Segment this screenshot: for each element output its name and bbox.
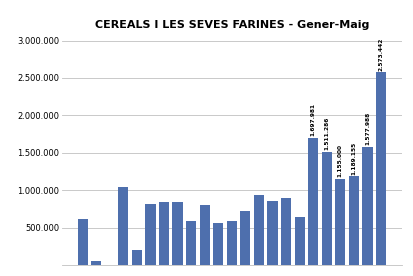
Bar [77,219,88,265]
Text: 1.697.981: 1.697.981 [310,103,315,136]
Bar [226,221,236,265]
Text: 1.511.286: 1.511.286 [323,117,328,150]
Title: CEREALS I LES SEVES FARINES - Gener-Maig: CEREALS I LES SEVES FARINES - Gener-Maig [95,20,368,30]
Text: 1.155.000: 1.155.000 [337,144,342,177]
Bar [307,138,318,265]
Bar [321,152,331,265]
Bar [240,211,250,265]
Text: 1.577.988: 1.577.988 [364,112,369,145]
Bar [131,250,142,265]
Bar [199,205,209,265]
Bar [361,147,372,265]
Text: 2.573.442: 2.573.442 [377,38,382,71]
Bar [213,223,223,265]
Bar [145,204,155,265]
Bar [172,202,182,265]
Text: 1.189.155: 1.189.155 [351,141,356,174]
Bar [185,221,196,265]
Bar [91,261,101,265]
Bar [335,179,344,265]
Bar [294,217,304,265]
Bar [267,201,277,265]
Bar [348,176,358,265]
Bar [253,195,263,265]
Bar [118,187,128,265]
Bar [280,198,290,265]
Bar [159,202,169,265]
Bar [375,73,385,265]
